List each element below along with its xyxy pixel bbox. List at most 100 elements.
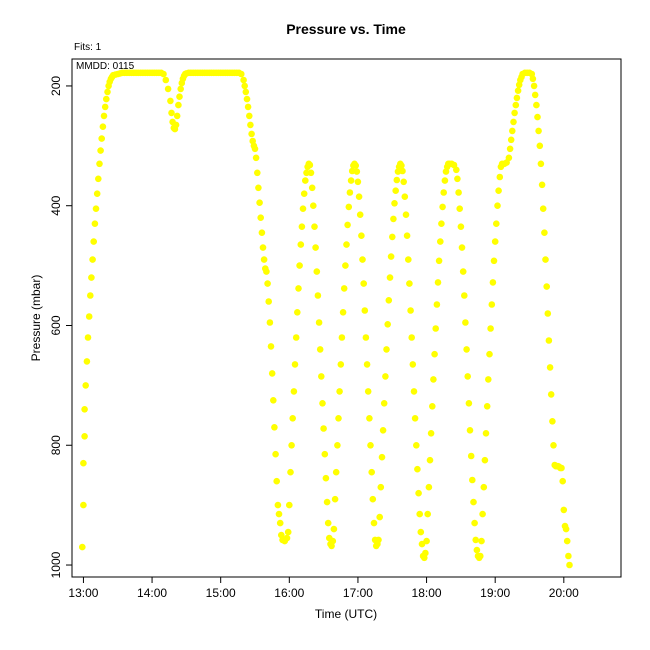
data-point (93, 190, 101, 197)
x-tick-label: 17:00 (343, 586, 373, 600)
date-annotation: MMDD: 0115 (76, 61, 135, 72)
data-point (550, 442, 557, 449)
y-axis: 200 400 600 800 1000 (49, 76, 73, 578)
y-axis-label: Pressure (mbar) (29, 275, 43, 362)
data-point (92, 205, 100, 212)
data-point (486, 350, 493, 358)
data-point (160, 70, 167, 78)
data-point (430, 376, 437, 383)
x-tick-label: 15:00 (206, 586, 236, 600)
data-point (470, 498, 477, 506)
data-point (284, 528, 292, 536)
data-point (438, 220, 445, 227)
x-axis-label: Time (UTC) (315, 607, 377, 621)
plot-frame (71, 58, 622, 578)
data-point (453, 166, 460, 174)
data-point (405, 256, 412, 263)
data-point (505, 154, 513, 162)
data-point (266, 319, 274, 326)
data-point (377, 483, 385, 491)
data-point (366, 415, 373, 422)
data-point (242, 88, 250, 96)
data-point (437, 238, 444, 245)
data-point (466, 427, 474, 434)
data-point (375, 536, 382, 544)
data-point (387, 253, 395, 260)
data-point (363, 361, 371, 368)
data-point (238, 70, 245, 78)
data-point (319, 400, 326, 407)
data-point (257, 214, 265, 221)
data-point (173, 112, 181, 120)
data-point (563, 537, 571, 545)
x-tick-label: 20:00 (549, 586, 579, 600)
data-point (330, 525, 338, 533)
data-point (506, 145, 514, 153)
data-point (297, 241, 305, 248)
data-point (270, 397, 277, 404)
data-point (95, 175, 102, 183)
data-point (376, 513, 384, 521)
data-point (310, 202, 317, 209)
data-point (386, 274, 394, 281)
data-point (244, 103, 252, 111)
data-point (294, 309, 301, 316)
y-tick-label: 400 (49, 195, 63, 215)
data-point (402, 211, 410, 218)
data-point (338, 334, 346, 341)
data-point (380, 400, 388, 407)
data-point (462, 319, 469, 326)
data-point (384, 321, 392, 328)
data-point (81, 406, 88, 413)
data-point (334, 442, 341, 449)
data-point (258, 229, 266, 236)
data-point (264, 280, 271, 287)
data-point (300, 190, 308, 197)
data-point (176, 93, 183, 100)
data-point (331, 495, 339, 503)
data-point (531, 91, 539, 99)
data-point (529, 75, 537, 83)
data-point (97, 147, 104, 154)
x-tick-label: 19:00 (480, 586, 510, 600)
data-point (175, 101, 182, 109)
data-point (378, 453, 386, 461)
data-point (549, 418, 556, 425)
data-point (399, 167, 406, 175)
data-point (246, 112, 253, 120)
data-point (514, 87, 522, 94)
data-point (263, 268, 270, 275)
data-point (431, 350, 438, 358)
data-point (287, 468, 294, 476)
data-point (488, 301, 496, 308)
data-point (251, 145, 259, 153)
data-point (434, 279, 442, 286)
y-tick-label: 200 (49, 76, 63, 96)
data-point (495, 187, 502, 194)
data-point (243, 95, 251, 103)
data-point (79, 543, 86, 551)
data-point (88, 274, 95, 281)
data-point (339, 309, 347, 316)
data-point (342, 262, 349, 269)
data-point (311, 223, 318, 230)
data-point (168, 109, 175, 117)
data-point (379, 427, 387, 434)
data-point (364, 388, 372, 395)
data-point (513, 94, 521, 102)
data-point (346, 189, 354, 196)
data-point (336, 388, 343, 395)
data-point (426, 456, 434, 464)
data-point (547, 391, 555, 398)
data-point (362, 334, 370, 341)
x-axis: 13:00 14:00 15:00 16:00 17:00 18:00 19:00 20:00 (68, 576, 579, 600)
data-point (393, 176, 401, 184)
data-point (473, 546, 481, 554)
data-point (98, 135, 105, 142)
data-point (83, 358, 91, 365)
data-point (344, 221, 351, 229)
data-point (368, 468, 376, 476)
data-point (352, 162, 360, 169)
x-tick-label: 14:00 (137, 586, 167, 600)
data-point (487, 325, 494, 332)
